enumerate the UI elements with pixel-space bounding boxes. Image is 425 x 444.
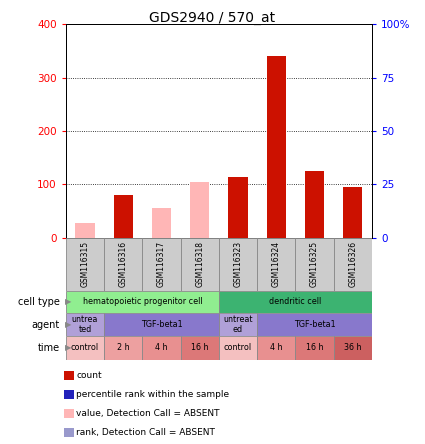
Text: 4 h: 4 h [270, 343, 283, 353]
Text: GSM116315: GSM116315 [80, 241, 90, 287]
Bar [66, 336, 104, 360]
Bar [334, 336, 372, 360]
Text: ▶: ▶ [65, 343, 71, 353]
Bar [295, 336, 334, 360]
Bar [219, 238, 257, 291]
Text: 36 h: 36 h [344, 343, 362, 353]
Text: ▶: ▶ [65, 320, 71, 329]
Text: control: control [224, 343, 252, 353]
Text: GSM116325: GSM116325 [310, 241, 319, 287]
Bar [257, 313, 372, 336]
Bar [152, 208, 171, 238]
Bar [219, 336, 257, 360]
Bar [334, 238, 372, 291]
Text: count: count [76, 371, 102, 380]
Bar [181, 238, 219, 291]
Text: 16 h: 16 h [191, 343, 209, 353]
Text: GSM116323: GSM116323 [233, 241, 243, 287]
Bar [181, 336, 219, 360]
Text: value, Detection Call = ABSENT: value, Detection Call = ABSENT [76, 409, 220, 418]
Text: ▶: ▶ [65, 297, 71, 306]
Bar [66, 291, 219, 313]
Text: GSM116326: GSM116326 [348, 241, 357, 287]
Text: time: time [37, 343, 60, 353]
Bar [142, 336, 181, 360]
Bar [64, 428, 74, 437]
Bar [66, 238, 104, 291]
Text: untrea
ted: untrea ted [72, 315, 98, 334]
Bar [104, 238, 142, 291]
Bar [104, 336, 142, 360]
Text: GSM116316: GSM116316 [119, 241, 128, 287]
Bar [64, 371, 74, 380]
Text: GDS2940 / 570_at: GDS2940 / 570_at [150, 11, 275, 25]
Bar [104, 313, 219, 336]
Bar [66, 313, 104, 336]
Text: control: control [71, 343, 99, 353]
Bar [64, 409, 74, 418]
Bar [64, 390, 74, 399]
Text: cell type: cell type [17, 297, 60, 307]
Bar [267, 56, 286, 238]
Bar [142, 238, 181, 291]
Bar [343, 187, 362, 238]
Text: GSM116318: GSM116318 [195, 241, 204, 287]
Text: dendritic cell: dendritic cell [269, 297, 321, 306]
Text: TGF-beta1: TGF-beta1 [141, 320, 182, 329]
Text: GSM116317: GSM116317 [157, 241, 166, 287]
Bar [305, 171, 324, 238]
Bar [257, 336, 295, 360]
Bar [76, 222, 94, 238]
Text: TGF-beta1: TGF-beta1 [294, 320, 335, 329]
Text: percentile rank within the sample: percentile rank within the sample [76, 390, 230, 399]
Text: 16 h: 16 h [306, 343, 323, 353]
Bar [219, 313, 257, 336]
Bar [219, 291, 372, 313]
Bar [229, 177, 247, 238]
Text: untreat
ed: untreat ed [223, 315, 253, 334]
Text: rank, Detection Call = ABSENT: rank, Detection Call = ABSENT [76, 428, 215, 437]
Bar [295, 238, 334, 291]
Text: 2 h: 2 h [117, 343, 130, 353]
Bar [190, 182, 209, 238]
Bar [257, 238, 295, 291]
Text: 4 h: 4 h [155, 343, 168, 353]
Text: agent: agent [31, 320, 60, 329]
Text: GSM116324: GSM116324 [272, 241, 281, 287]
Text: hematopoietic progenitor cell: hematopoietic progenitor cell [82, 297, 202, 306]
Bar [113, 195, 133, 238]
